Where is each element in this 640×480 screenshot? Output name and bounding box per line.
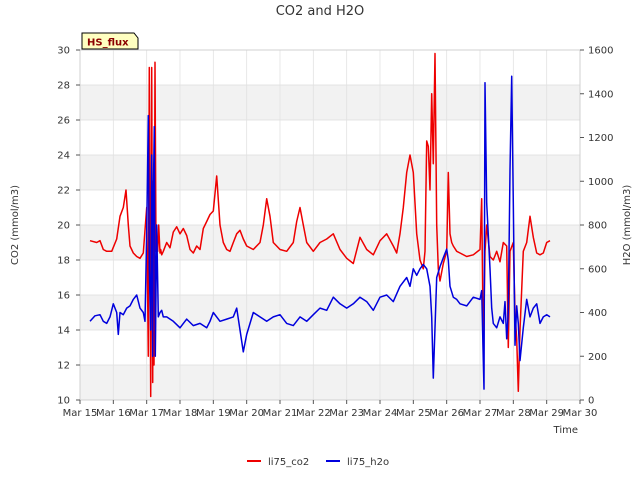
y-left-axis-ticks: 10 12 14 16 18 20 22 24 26 28 30 (57, 46, 80, 407)
x-tick-label: Mar 19 (196, 408, 231, 419)
x-tick-label: Mar 27 (463, 408, 498, 419)
series-lines (89, 52, 551, 398)
series-line-li75_h2o (89, 75, 551, 390)
legend-label-h2o: li75_h2o (347, 457, 389, 468)
y-right-tick-label: 1400 (588, 89, 613, 100)
y-right-tick-label: 400 (588, 308, 607, 319)
background-bands (80, 85, 580, 400)
y-right-tick-label: 600 (588, 264, 607, 275)
chart-title: CO2 and H2O (276, 4, 365, 19)
badge-box (81, 32, 139, 50)
y-right-tick-label: 800 (588, 221, 607, 232)
legend-label-co2: li75_co2 (268, 457, 309, 468)
y-left-tick-label: 22 (57, 186, 70, 197)
y-left-axis-title: CO2 (mmol/m3) (10, 185, 21, 265)
x-tick-label: Mar 25 (396, 408, 431, 419)
x-tick-label: Mar 17 (129, 408, 164, 419)
x-tick-label: Mar 29 (529, 408, 564, 419)
background-band (80, 365, 580, 400)
x-tick-label: Mar 26 (429, 408, 464, 419)
y-left-tick-label: 20 (57, 221, 70, 232)
y-left-tick-label: 24 (57, 151, 70, 162)
y-left-tick-label: 26 (57, 116, 70, 127)
background-band (80, 295, 580, 330)
hs-flux-badge: HS_flux (81, 32, 139, 50)
y-right-tick-label: 1000 (588, 177, 613, 188)
background-band (80, 225, 580, 260)
background-band (80, 155, 580, 190)
y-right-tick-label: 200 (588, 352, 607, 363)
y-left-tick-label: 10 (57, 396, 70, 407)
x-tick-label: Mar 23 (329, 408, 364, 419)
y-right-tick-label: 1600 (588, 46, 613, 57)
x-tick-label: Mar 20 (229, 408, 264, 419)
y-left-tick-label: 28 (57, 81, 70, 92)
y-right-tick-label: 0 (588, 396, 594, 407)
x-tick-label: Mar 15 (63, 408, 98, 419)
x-tick-label: Mar 28 (496, 408, 531, 419)
y-left-tick-label: 12 (57, 361, 70, 372)
y-left-tick-label: 16 (57, 291, 70, 302)
x-tick-label: Mar 22 (296, 408, 331, 419)
x-tick-label: Mar 18 (163, 408, 198, 419)
y-right-tick-label: 1200 (588, 133, 613, 144)
legend: li75_co2 li75_h2o (247, 457, 389, 468)
x-tick-label: Mar 24 (363, 408, 398, 419)
y-left-tick-label: 30 (57, 46, 70, 57)
background-band (80, 85, 580, 120)
x-axis-title: Time (553, 425, 578, 436)
x-tick-label: Mar 16 (96, 408, 131, 419)
badge-label: HS_flux (87, 38, 129, 49)
y-left-tick-label: 18 (57, 256, 70, 267)
y-right-axis-ticks: 0 200 400 600 800 1000 1200 1400 1600 (580, 46, 613, 407)
x-tick-label: Mar 30 (563, 408, 598, 419)
y-left-tick-label: 14 (57, 326, 70, 337)
y-right-axis-title: H2O (mmol/m3) (622, 185, 633, 266)
x-tick-label: Mar 21 (263, 408, 298, 419)
grid-lines (79, 49, 581, 401)
